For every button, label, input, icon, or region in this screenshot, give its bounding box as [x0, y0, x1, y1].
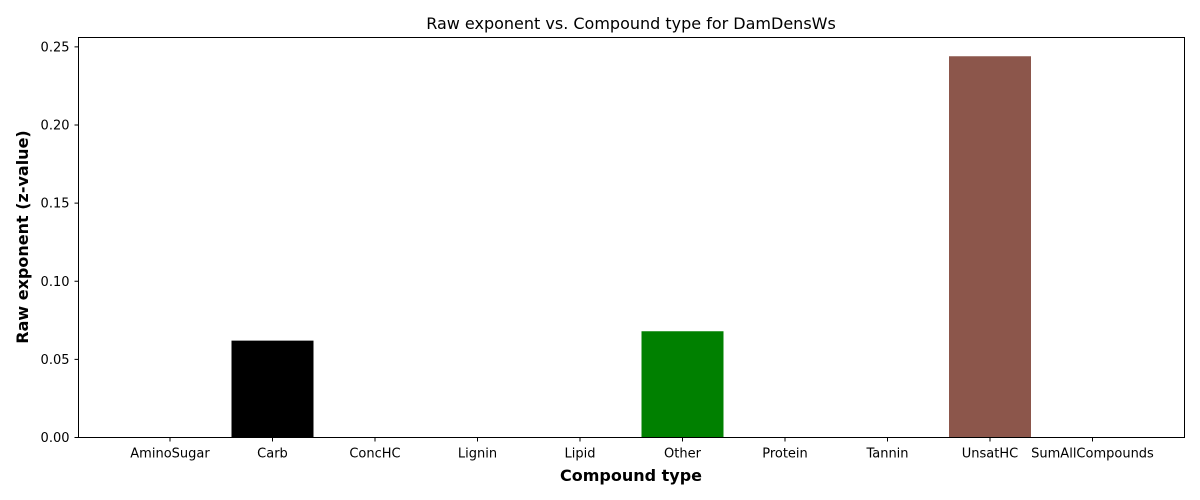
x-tick-label: AminoSugar	[130, 447, 210, 462]
bar-unsathc	[949, 56, 1031, 438]
y-tick-label: 0.15	[41, 197, 70, 212]
x-tick-label: Carb	[257, 447, 288, 462]
x-tick-label: Lignin	[458, 447, 497, 462]
bars-group	[231, 56, 1031, 438]
chart-title: Raw exponent vs. Compound type for DamDe…	[426, 14, 836, 33]
bar-other	[641, 331, 724, 438]
plot-area-frame	[78, 37, 1185, 438]
x-tick-label: Protein	[762, 447, 808, 462]
y-tick-label: 0.05	[41, 353, 70, 368]
x-tick-label: Lipid	[565, 447, 596, 462]
y-tick-label: 0.10	[41, 275, 70, 290]
y-axis-ticks: 0.00 0.05 0.10 0.15 0.20 0.25	[41, 40, 79, 446]
x-tick-label: Other	[664, 447, 702, 462]
y-tick-label: 0.25	[41, 40, 70, 55]
y-tick-label: 0.20	[41, 119, 70, 134]
y-tick-label: 0.00	[41, 431, 70, 446]
x-axis-label: Compound type	[560, 466, 702, 485]
x-tick-label: UnsatHC	[962, 447, 1018, 462]
x-tick-label: SumAllCompounds	[1031, 447, 1154, 462]
y-axis-label: Raw exponent (z-value)	[13, 130, 32, 343]
x-tick-label: Tannin	[865, 447, 908, 462]
x-tick-label: ConcHC	[349, 447, 400, 462]
x-axis-ticks: AminoSugar Carb ConcHC Lignin Lipid Other Prot…	[130, 437, 1154, 462]
bar-carb	[231, 340, 314, 438]
